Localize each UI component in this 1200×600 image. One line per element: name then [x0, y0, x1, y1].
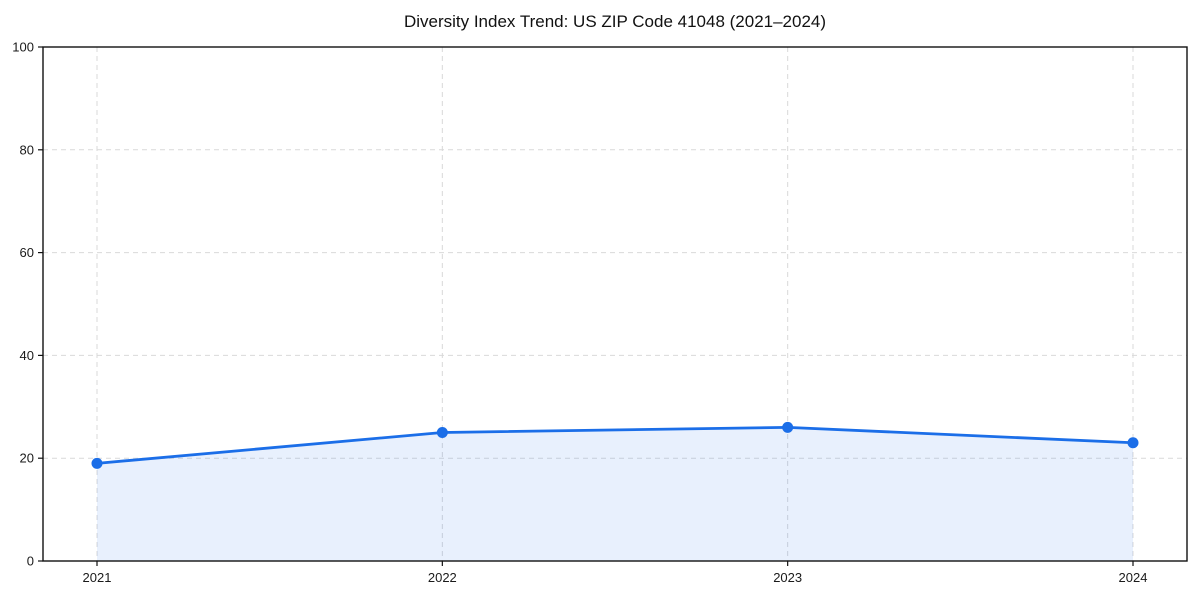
data-point [91, 457, 103, 469]
data-point [782, 421, 794, 433]
y-tick-label: 20 [20, 451, 34, 466]
plot-border [42, 46, 1188, 562]
x-tick-label: 2021 [83, 570, 112, 585]
data-point [436, 427, 448, 438]
chart-title: Diversity Index Trend: US ZIP Code 41048… [403, 12, 827, 31]
y-tick-label: 0 [27, 554, 34, 569]
data-point [1127, 437, 1139, 449]
x-tick-label: 2024 [1119, 570, 1148, 585]
y-tick-label: 60 [20, 245, 34, 260]
y-tick-label: 80 [20, 142, 34, 157]
trend-line [95, 425, 1135, 465]
area-fill [97, 427, 1133, 561]
y-tick-label: 100 [12, 40, 34, 55]
x-tick-label: 2022 [428, 570, 457, 585]
x-tick-label: 2023 [773, 570, 802, 585]
y-tick-label: 40 [20, 348, 34, 363]
